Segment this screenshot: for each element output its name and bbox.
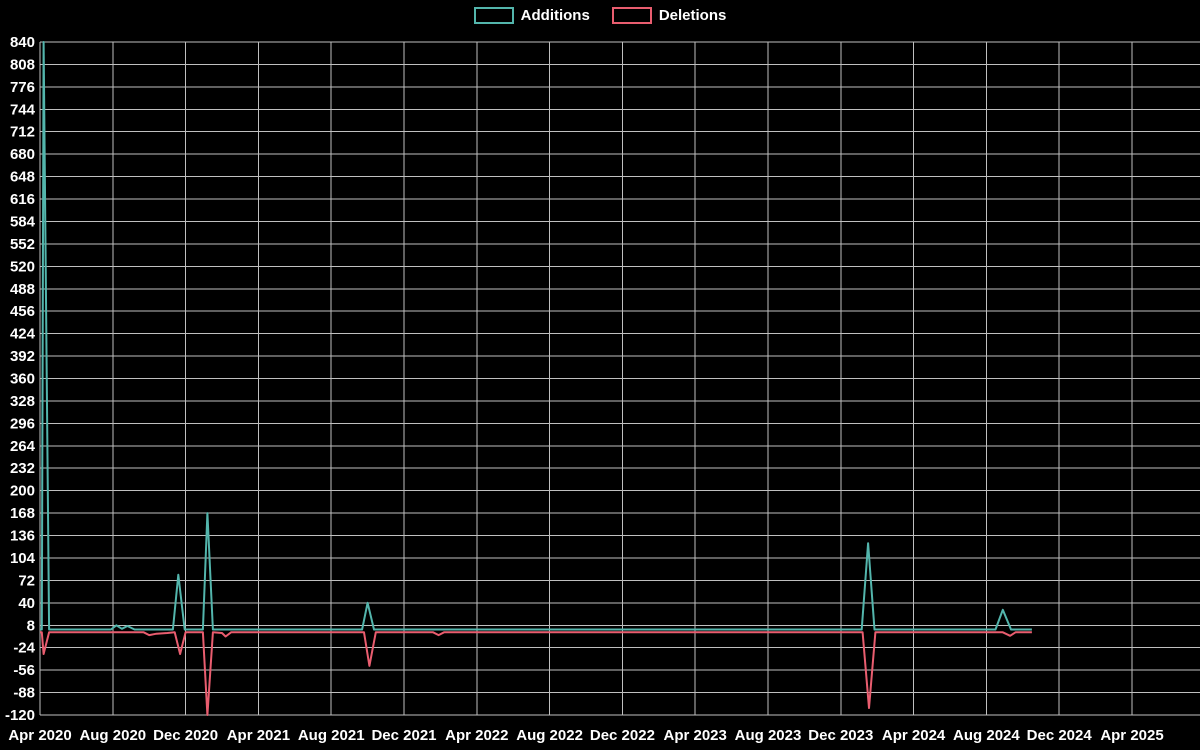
- y-tick-label: 808: [10, 56, 35, 73]
- x-tick-label: Apr 2022: [445, 727, 508, 744]
- y-tick-label: -120: [5, 707, 35, 724]
- series-line-additions: [40, 41, 1032, 631]
- x-tick-label: Aug 2020: [79, 727, 146, 744]
- deletions-legend-label: Deletions: [658, 7, 727, 24]
- y-tick-label: 840: [10, 34, 35, 51]
- x-tick-label: Dec 2024: [1027, 727, 1093, 744]
- x-tick-label: Aug 2022: [516, 727, 583, 744]
- x-tick-label: Aug 2021: [298, 727, 365, 744]
- y-tick-label: 616: [10, 191, 35, 208]
- additions-legend-swatch: [473, 7, 514, 24]
- y-tick-label: 136: [10, 528, 35, 545]
- legend-item-deletions[interactable]: Deletions: [611, 7, 727, 24]
- y-tick-label: 520: [10, 258, 35, 275]
- y-tick-label: -88: [13, 685, 35, 702]
- x-tick-label: Apr 2021: [227, 727, 290, 744]
- y-tick-label: 232: [10, 460, 35, 477]
- y-tick-label: 552: [10, 236, 35, 253]
- y-tick-label: 712: [10, 124, 35, 141]
- legend-item-additions[interactable]: Additions: [473, 7, 590, 24]
- y-tick-label: 8: [27, 617, 35, 634]
- y-tick-label: 584: [10, 213, 36, 230]
- additions-legend-label: Additions: [520, 7, 590, 24]
- y-tick-label: 200: [10, 483, 35, 500]
- axis-labels: 8408087767447126806486165845525204884564…: [5, 34, 1164, 744]
- y-tick-label: 744: [10, 101, 36, 118]
- y-tick-label: 72: [18, 572, 35, 589]
- y-tick-label: 680: [10, 146, 35, 163]
- chart-legend: Additions Deletions: [0, 7, 1200, 24]
- y-tick-label: 264: [10, 438, 36, 455]
- y-tick-label: 456: [10, 303, 35, 320]
- y-tick-label: 168: [10, 505, 35, 522]
- x-tick-label: Apr 2024: [882, 727, 946, 744]
- y-tick-label: 360: [10, 371, 35, 388]
- y-tick-label: -24: [13, 640, 35, 657]
- y-tick-label: 488: [10, 281, 35, 298]
- y-tick-label: 392: [10, 348, 35, 365]
- y-tick-label: 40: [18, 595, 35, 612]
- x-tick-label: Dec 2023: [808, 727, 873, 744]
- grid-lines: [39, 41, 1200, 716]
- y-tick-label: 776: [10, 79, 35, 96]
- x-tick-label: Apr 2023: [664, 727, 727, 744]
- deletions-legend-swatch: [611, 7, 652, 24]
- x-tick-label: Dec 2021: [371, 727, 436, 744]
- y-tick-label: 104: [10, 550, 36, 567]
- x-tick-label: Aug 2024: [953, 727, 1020, 744]
- x-tick-label: Apr 2020: [8, 727, 71, 744]
- y-tick-label: -56: [13, 662, 35, 679]
- y-tick-label: 424: [10, 326, 36, 343]
- series-line-deletions: [40, 631, 1032, 716]
- x-tick-label: Dec 2022: [590, 727, 655, 744]
- x-tick-label: Apr 2025: [1100, 727, 1163, 744]
- x-tick-label: Aug 2023: [735, 727, 802, 744]
- y-tick-label: 648: [10, 169, 35, 186]
- y-tick-label: 328: [10, 393, 35, 410]
- x-tick-label: Dec 2020: [153, 727, 218, 744]
- y-tick-label: 296: [10, 415, 35, 432]
